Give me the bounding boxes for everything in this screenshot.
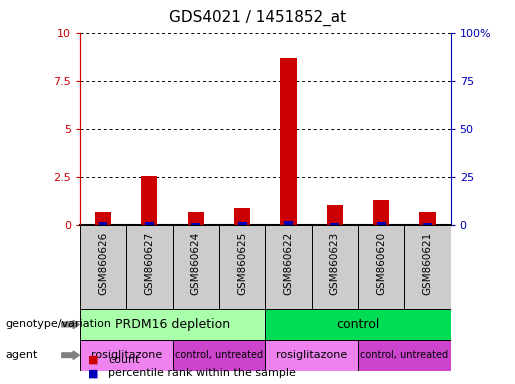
Text: GSM860620: GSM860620 — [376, 232, 386, 295]
Bar — [187, 212, 204, 225]
Bar — [145, 222, 154, 225]
Bar — [95, 212, 111, 225]
Bar — [80, 340, 173, 371]
Bar — [373, 200, 389, 225]
Text: control, untreated: control, untreated — [175, 350, 263, 360]
Text: GSM860622: GSM860622 — [283, 232, 294, 295]
Text: rosiglitazone: rosiglitazone — [276, 350, 347, 360]
Bar — [265, 225, 312, 309]
Bar — [265, 340, 358, 371]
Text: GSM860625: GSM860625 — [237, 232, 247, 295]
Bar — [173, 225, 219, 309]
Bar — [327, 205, 343, 225]
Bar — [265, 309, 451, 340]
Text: ■: ■ — [88, 355, 98, 365]
Bar — [423, 223, 432, 225]
Text: control, untreated: control, untreated — [360, 350, 449, 360]
Text: genotype/variation: genotype/variation — [5, 319, 111, 329]
Bar — [404, 225, 451, 309]
Text: agent: agent — [5, 350, 38, 360]
Bar — [80, 225, 126, 309]
Bar — [237, 222, 247, 225]
Bar — [219, 225, 265, 309]
Bar — [358, 225, 404, 309]
Text: GSM860624: GSM860624 — [191, 232, 201, 295]
Text: GDS4021 / 1451852_at: GDS4021 / 1451852_at — [169, 10, 346, 26]
Bar — [284, 222, 293, 225]
Bar — [330, 223, 339, 225]
Text: count: count — [108, 355, 140, 365]
Bar — [141, 176, 158, 225]
Text: PRDM16 depletion: PRDM16 depletion — [115, 318, 230, 331]
Bar — [419, 212, 436, 225]
Bar — [173, 340, 265, 371]
Text: control: control — [336, 318, 380, 331]
Text: ■: ■ — [88, 368, 98, 378]
Text: percentile rank within the sample: percentile rank within the sample — [108, 368, 296, 378]
Text: rosiglitazone: rosiglitazone — [91, 350, 162, 360]
Text: GSM860621: GSM860621 — [422, 232, 433, 295]
Bar — [98, 222, 108, 225]
Bar — [358, 340, 451, 371]
Text: GSM860623: GSM860623 — [330, 232, 340, 295]
Text: GSM860626: GSM860626 — [98, 232, 108, 295]
Bar — [80, 309, 265, 340]
Bar — [376, 222, 386, 225]
Text: GSM860627: GSM860627 — [144, 232, 154, 295]
Bar — [191, 223, 200, 225]
Bar — [234, 209, 250, 225]
Bar — [312, 225, 358, 309]
Bar — [280, 58, 297, 225]
Bar — [126, 225, 173, 309]
